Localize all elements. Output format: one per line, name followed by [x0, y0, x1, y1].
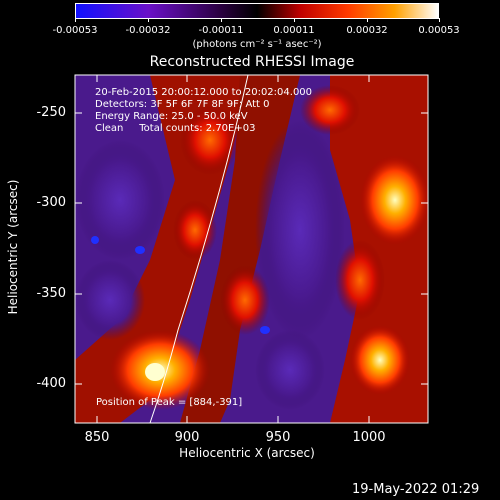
- colorbar: [75, 3, 439, 19]
- x-tick-label: 900: [174, 430, 200, 445]
- x-tick-label: 950: [265, 430, 291, 445]
- energy-range-text: Energy Range: 25.0 - 50.0 keV: [95, 111, 248, 122]
- y-tick-label: -250: [36, 105, 66, 120]
- colorbar-tick-label: 0.00032: [346, 25, 388, 36]
- colorbar-tick-label: -0.00011: [198, 25, 244, 36]
- clean-counts-text: Clean Total counts: 2.70E+03: [95, 123, 256, 134]
- colorbar-tick-label: -0.00053: [52, 25, 98, 36]
- y-tick-label: -350: [36, 286, 66, 301]
- image-title: Reconstructed RHESSI Image: [149, 54, 355, 70]
- timestamp: 19-May-2022 01:29: [352, 482, 480, 497]
- colorbar-units: (photons cm⁻² s⁻¹ asec⁻²): [192, 39, 322, 50]
- y-tick-label: -400: [36, 376, 66, 391]
- detectors-text: Detectors: 3F 5F 6F 7F 8F 9F; Att 0: [95, 99, 270, 110]
- time-range-text: 20-Feb-2015 20:00:12.000 to 20:02:04.000: [95, 87, 313, 98]
- y-axis-label: Heliocentric Y (arcsec): [6, 179, 20, 315]
- x-tick-label: 850: [84, 430, 110, 445]
- y-tick-label: -300: [36, 195, 66, 210]
- colorbar-tick-label: 0.00053: [418, 25, 460, 36]
- peak-position-text: Position of Peak = [884,-391]: [96, 397, 243, 408]
- x-tick-label: 1000: [352, 430, 386, 445]
- colorbar-tick-label: -0.00032: [125, 25, 171, 36]
- solar-limb-line: [149, 75, 249, 423]
- x-axis-label: Heliocentric X (arcsec): [179, 446, 315, 460]
- colorbar-tick-label: 0.00011: [273, 25, 315, 36]
